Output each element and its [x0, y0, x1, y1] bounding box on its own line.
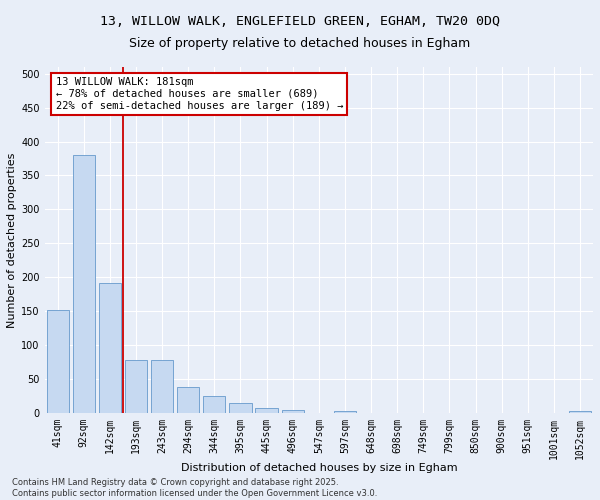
- Bar: [334, 411, 356, 413]
- Text: 13 WILLOW WALK: 181sqm
← 78% of detached houses are smaller (689)
22% of semi-de: 13 WILLOW WALK: 181sqm ← 78% of detached…: [56, 78, 343, 110]
- X-axis label: Distribution of detached houses by size in Egham: Distribution of detached houses by size …: [181, 463, 457, 473]
- Bar: [177, 387, 199, 413]
- Bar: [569, 411, 591, 413]
- Text: 13, WILLOW WALK, ENGLEFIELD GREEN, EGHAM, TW20 0DQ: 13, WILLOW WALK, ENGLEFIELD GREEN, EGHAM…: [100, 15, 500, 28]
- Y-axis label: Number of detached properties: Number of detached properties: [7, 152, 17, 328]
- Bar: [99, 284, 121, 413]
- Text: Size of property relative to detached houses in Egham: Size of property relative to detached ho…: [130, 38, 470, 51]
- Bar: [151, 360, 173, 413]
- Bar: [256, 408, 278, 413]
- Bar: [47, 310, 69, 413]
- Bar: [281, 410, 304, 413]
- Bar: [203, 396, 226, 413]
- Text: Contains HM Land Registry data © Crown copyright and database right 2025.
Contai: Contains HM Land Registry data © Crown c…: [12, 478, 377, 498]
- Bar: [229, 402, 251, 413]
- Bar: [73, 155, 95, 413]
- Bar: [125, 360, 147, 413]
